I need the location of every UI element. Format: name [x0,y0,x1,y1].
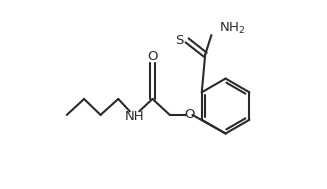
Text: O: O [147,50,158,63]
Text: NH$_2$: NH$_2$ [219,20,246,36]
Text: NH: NH [125,110,145,123]
Text: O: O [184,108,195,121]
Text: S: S [175,34,183,47]
